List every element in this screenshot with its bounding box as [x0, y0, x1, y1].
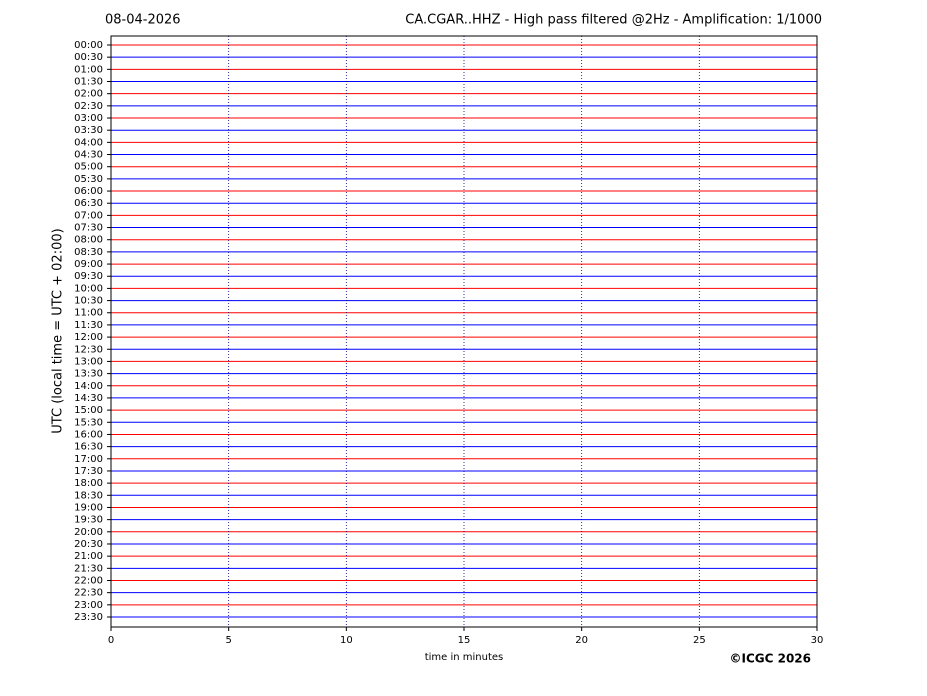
- y-tick-label: 14:30: [74, 393, 103, 404]
- y-tick-label: 06:30: [74, 198, 103, 209]
- y-tick-label: 02:00: [74, 89, 103, 100]
- y-tick-label: 08:30: [74, 247, 103, 258]
- y-tick-label: 09:00: [74, 259, 103, 270]
- y-tick-label: 18:00: [74, 478, 103, 489]
- y-tick-label: 22:00: [74, 575, 103, 586]
- y-tick-label: 11:30: [74, 320, 103, 331]
- y-tick-label: 03:00: [74, 113, 103, 124]
- y-tick-label: 10:00: [74, 283, 103, 294]
- y-axis-label: UTC (local time = UTC + 02:00): [51, 228, 66, 433]
- y-tick-label: 12:30: [74, 344, 103, 355]
- y-tick-label: 17:30: [74, 466, 103, 477]
- plot-frame: [110, 35, 818, 628]
- date-title: 08-04-2026: [105, 13, 181, 28]
- y-tick-label: 04:30: [74, 150, 103, 161]
- y-tick-label: 13:30: [74, 369, 103, 380]
- y-tick-label: 23:00: [74, 600, 103, 611]
- y-tick-label: 05:00: [74, 162, 103, 173]
- y-tick-label: 00:30: [74, 52, 103, 63]
- y-tick-label: 12:00: [74, 332, 103, 343]
- y-tick-label: 07:00: [74, 210, 103, 221]
- y-tick-label: 07:30: [74, 223, 103, 234]
- y-tick-label: 08:00: [74, 235, 103, 246]
- y-tick-label: 15:30: [74, 417, 103, 428]
- y-tick-label: 10:30: [74, 296, 103, 307]
- y-tick-label: 05:30: [74, 174, 103, 185]
- y-tick-label: 15:00: [74, 405, 103, 416]
- x-tick-label: 15: [458, 635, 471, 646]
- y-tick-label: 04:00: [74, 137, 103, 148]
- y-tick-label: 13:00: [74, 356, 103, 367]
- y-tick-label: 11:00: [74, 308, 103, 319]
- chart-title: CA.CGAR..HHZ - High pass filtered @2Hz -…: [405, 13, 822, 28]
- y-tick-label: 20:00: [74, 527, 103, 538]
- y-tick-label: 21:00: [74, 551, 103, 562]
- x-tick-label: 25: [693, 635, 706, 646]
- y-tick-label: 02:30: [74, 101, 103, 112]
- y-tick-label: 19:30: [74, 515, 103, 526]
- x-tick-label: 20: [575, 635, 588, 646]
- y-tick-label: 00:00: [74, 40, 103, 51]
- y-tick-label: 06:00: [74, 186, 103, 197]
- y-tick-label: 03:30: [74, 125, 103, 136]
- y-tick-label: 20:30: [74, 539, 103, 550]
- x-tick-label: 0: [108, 635, 114, 646]
- y-tick-label: 01:00: [74, 64, 103, 75]
- y-tick-label: 17:00: [74, 454, 103, 465]
- y-tick-label: 21:30: [74, 563, 103, 574]
- y-tick-label: 18:30: [74, 490, 103, 501]
- x-axis-label: time in minutes: [425, 652, 504, 663]
- y-tick-label: 16:30: [74, 442, 103, 453]
- y-tick-label: 19:00: [74, 502, 103, 513]
- y-tick-label: 23:30: [74, 612, 103, 623]
- y-tick-label: 16:00: [74, 429, 103, 440]
- y-tick-label: 22:30: [74, 588, 103, 599]
- y-tick-label: 09:30: [74, 271, 103, 282]
- x-tick-label: 5: [225, 635, 231, 646]
- y-tick-label: 01:30: [74, 77, 103, 88]
- copyright: ©ICGC 2026: [729, 652, 811, 666]
- x-tick-label: 30: [811, 635, 824, 646]
- x-tick-label: 10: [340, 635, 353, 646]
- y-tick-label: 14:00: [74, 381, 103, 392]
